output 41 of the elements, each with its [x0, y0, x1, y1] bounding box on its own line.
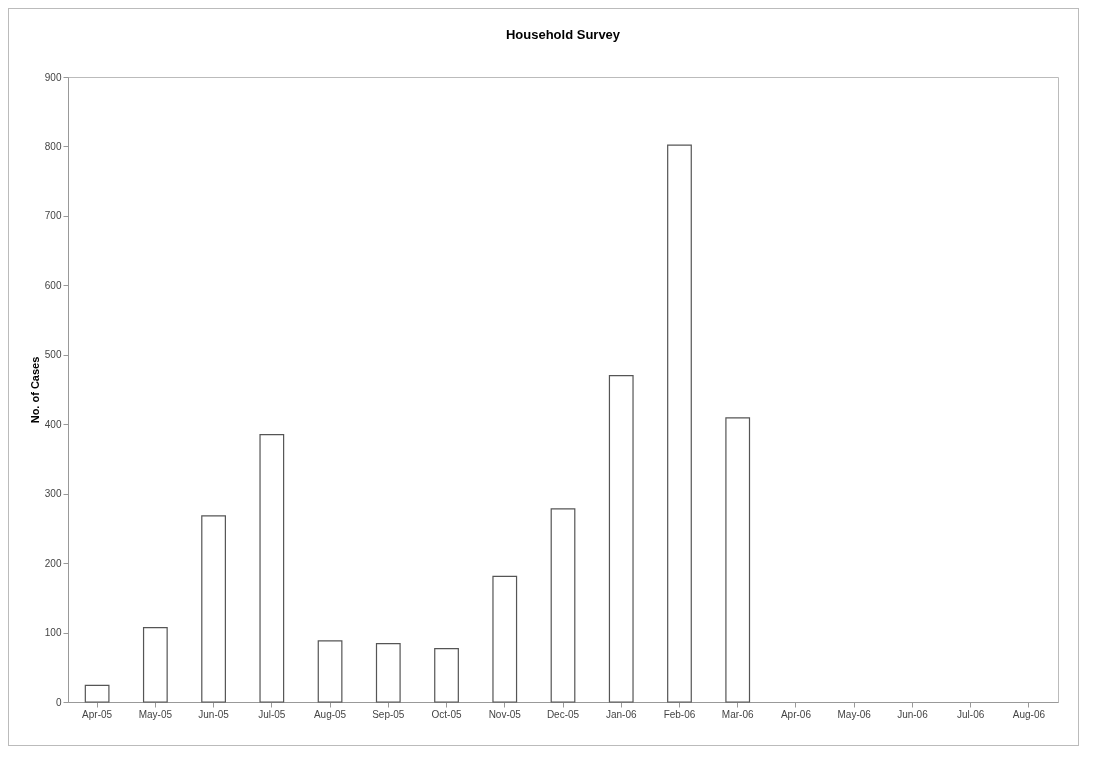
x-tick-label: May-05 [138, 708, 173, 720]
x-tick-label: Aug-05 [313, 708, 347, 720]
y-tick-label: 600 [44, 279, 62, 291]
x-tick-label: Aug-06 [1012, 708, 1046, 720]
x-tick-label: Apr-06 [780, 708, 812, 720]
x-tick-label: May-06 [837, 708, 872, 720]
x-tick-label: Jun-05 [198, 708, 230, 720]
y-tick-label: 0 [55, 696, 62, 708]
y-tick-label: 300 [44, 488, 62, 500]
y-tick-label: 200 [44, 557, 62, 569]
y-tick-label: 700 [44, 210, 62, 222]
y-tick-label: 800 [44, 140, 62, 152]
bar [84, 684, 110, 703]
x-tick-label: Jul-06 [957, 708, 985, 720]
y-tick-label: 100 [44, 627, 62, 639]
x-tick-label: Mar-06 [721, 708, 754, 720]
bar [259, 434, 285, 703]
x-tick-label: Jan-06 [605, 708, 637, 720]
chart-title: Household Survey [505, 27, 621, 42]
bar [142, 627, 168, 703]
x-tick-label: Feb-06 [663, 708, 696, 720]
x-tick-label: Nov-05 [488, 708, 522, 720]
bar [201, 515, 226, 703]
bar [434, 647, 459, 703]
bar [375, 643, 401, 703]
y-axis-title: No. of Cases [28, 356, 41, 424]
x-tick-label: Jun-06 [897, 708, 929, 720]
bar [550, 508, 576, 703]
x-tick-label: Oct-05 [431, 708, 462, 720]
x-tick-label: Sep-05 [372, 708, 405, 720]
x-tick-label: Jul-05 [258, 708, 286, 720]
bar [725, 417, 751, 703]
x-tick-label: Dec-05 [546, 708, 580, 720]
y-tick-label: 400 [44, 418, 62, 430]
bar [667, 144, 692, 703]
x-tick-label: Apr-05 [82, 708, 113, 720]
bar [608, 375, 634, 703]
bar [317, 640, 343, 703]
y-tick-label: 900 [44, 71, 62, 83]
bar [492, 575, 518, 703]
y-tick-label: 500 [44, 349, 62, 361]
